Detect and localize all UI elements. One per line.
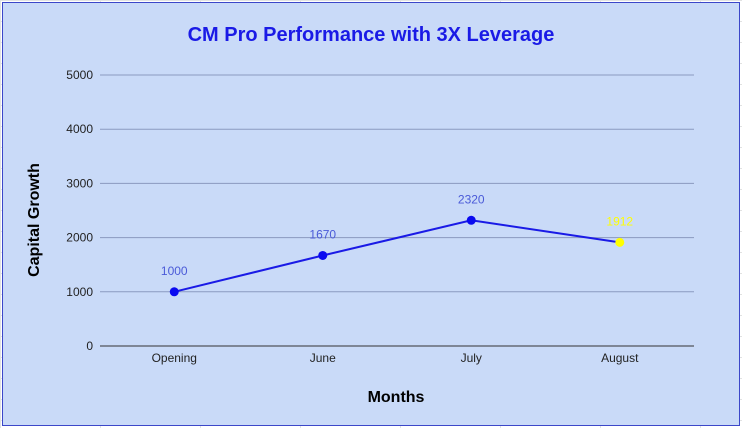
data-label: 2320	[458, 192, 485, 206]
y-tick-label: 5000	[66, 68, 93, 82]
x-tick-label: Opening	[152, 351, 197, 365]
series-line-path	[174, 219, 620, 293]
data-label: 1670	[309, 227, 336, 241]
y-tick-label: 4000	[66, 122, 93, 136]
y-tick-label: 0	[86, 339, 93, 353]
x-tick-label: August	[601, 351, 639, 365]
x-tick-label: June	[310, 351, 336, 365]
data-label: 1000	[161, 264, 188, 278]
y-tick-label: 2000	[66, 231, 93, 245]
y-tick-label: 3000	[66, 176, 93, 190]
x-axis-title: Months	[368, 389, 425, 406]
gridlines	[100, 74, 694, 293]
x-tick-label: July	[461, 351, 482, 365]
y-axis-title: Capital Growth	[26, 163, 43, 277]
data-point[interactable]	[615, 237, 625, 247]
series-line	[174, 219, 620, 293]
data-point[interactable]	[169, 287, 179, 297]
data-point[interactable]	[318, 250, 328, 260]
y-axis-ticks: 0 1000 2000 3000 4000 5000	[66, 68, 93, 353]
data-labels: 1000 1670 2320 1912	[161, 192, 634, 278]
data-label: 1912	[606, 214, 633, 228]
y-tick-label: 1000	[66, 285, 93, 299]
data-point[interactable]	[466, 215, 476, 225]
data-points[interactable]	[169, 215, 625, 297]
x-axis-ticks: Opening June July August	[152, 351, 640, 365]
chart-title: CM Pro Performance with 3X Leverage	[188, 24, 555, 46]
